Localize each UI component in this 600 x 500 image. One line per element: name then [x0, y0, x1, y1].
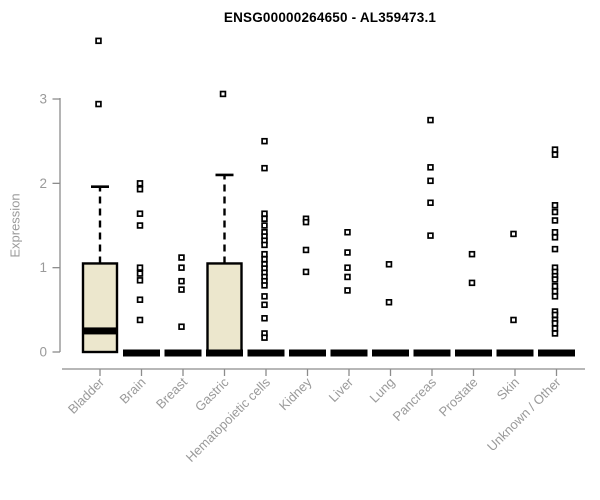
y-axis-tick-label: 1 [39, 260, 47, 275]
x-axis-label-prostate: Prostate [436, 375, 481, 420]
outlier-point-brain [136, 264, 144, 271]
outlier-point-gastric [219, 90, 227, 98]
outlier-point-unknown-other [551, 276, 559, 283]
outlier-point-unknown-other [551, 208, 559, 216]
outlier-point-hematopoietic-cells [261, 334, 268, 341]
outlier-point-hematopoietic-cells [261, 293, 268, 300]
outlier-point-skin [510, 230, 517, 238]
outlier-point-breast [178, 264, 185, 271]
outlier-point-unknown-other [551, 311, 559, 319]
outlier-point-lung [385, 261, 393, 268]
outlier-point-lung [385, 298, 393, 306]
outlier-point-breast [178, 277, 185, 285]
zero-bar-kidney [289, 349, 326, 357]
outlier-point-brain [136, 210, 144, 217]
zero-bar-breast [164, 349, 202, 357]
zero-bar-skin [496, 349, 534, 357]
outlier-point-unknown-other [551, 146, 559, 153]
outlier-point-prostate [468, 279, 476, 287]
outlier-point-breast [178, 286, 185, 293]
outlier-point-pancreas [427, 177, 434, 185]
outlier-point-skin [510, 316, 517, 324]
outlier-point-unknown-other [551, 202, 559, 209]
zero-bar-prostate [455, 349, 492, 357]
x-axis-label-brain: Brain [117, 375, 149, 407]
outlier-point-brain [136, 180, 144, 187]
x-axis-label-skin: Skin [494, 375, 522, 403]
outlier-point-bladder [95, 37, 102, 45]
x-axis-label-breast: Breast [153, 374, 190, 411]
outlier-point-bladder [95, 100, 102, 108]
outlier-point-unknown-other [551, 320, 559, 327]
y-axis-title: Expression [7, 193, 23, 258]
chart-title: ENSG00000264650 - AL359473.1 [223, 10, 437, 25]
outlier-point-hematopoietic-cells [261, 255, 268, 263]
outlier-point-hematopoietic-cells [261, 301, 268, 309]
outlier-point-prostate [468, 250, 476, 258]
outlier-point-hematopoietic-cells [261, 215, 268, 223]
outlier-point-kidney [302, 246, 310, 254]
box-bladder [81, 262, 119, 354]
outlier-point-pancreas [427, 199, 434, 206]
outlier-point-brain [136, 185, 144, 193]
outlier-point-hematopoietic-cells [261, 210, 268, 217]
median-line-gastric [206, 349, 243, 357]
outlier-point-hematopoietic-cells [261, 164, 268, 172]
outlier-point-brain [136, 296, 144, 303]
outlier-point-liver [344, 249, 351, 256]
zero-bar-pancreas [413, 349, 451, 357]
x-axis-label-kidney: Kidney [276, 374, 315, 413]
median-line-bladder [83, 327, 117, 335]
x-axis-label-liver: Liver [326, 374, 357, 405]
outlier-point-unknown-other [551, 217, 559, 224]
outlier-point-breast [178, 323, 185, 330]
zero-bar-brain [123, 349, 160, 357]
outlier-point-unknown-other [551, 293, 559, 300]
outlier-point-hematopoietic-cells [261, 315, 268, 322]
outlier-point-hematopoietic-cells [261, 241, 268, 249]
outlier-point-hematopoietic-cells [261, 282, 268, 289]
outlier-point-unknown-other [551, 282, 559, 290]
outlier-point-unknown-other [551, 325, 559, 332]
x-axis-label-pancreas: Pancreas [390, 374, 440, 424]
x-axis-label-lung: Lung [367, 375, 398, 406]
outlier-point-pancreas [427, 164, 434, 171]
x-axis-label-gastric: Gastric [192, 374, 232, 414]
outlier-point-unknown-other [551, 234, 559, 241]
outlier-point-kidney [302, 268, 310, 276]
outlier-point-pancreas [427, 232, 434, 239]
outlier-point-hematopoietic-cells [261, 222, 268, 229]
outlier-point-brain [136, 222, 144, 229]
x-axis-label-unknown-other: Unknown / Other [484, 374, 564, 454]
outlier-point-unknown-other [551, 330, 559, 337]
zero-bar-hematopoietic-cells [247, 349, 285, 357]
outlier-point-liver [344, 229, 351, 236]
y-axis-tick-label: 2 [39, 176, 47, 191]
outlier-point-pancreas [427, 116, 434, 124]
y-axis-tick-label: 0 [39, 345, 47, 360]
x-axis-label-bladder: Bladder [65, 374, 108, 417]
outlier-point-hematopoietic-cells [261, 250, 268, 258]
outlier-point-brain [136, 270, 144, 277]
y-axis-tick-label: 3 [39, 92, 47, 107]
outlier-point-liver [344, 287, 351, 294]
outlier-point-breast [178, 254, 185, 261]
outlier-point-liver [344, 264, 351, 271]
outlier-point-brain [136, 316, 144, 324]
outlier-point-unknown-other [551, 229, 559, 236]
outlier-point-kidney [302, 218, 310, 226]
outlier-point-unknown-other [551, 288, 559, 295]
outlier-point-hematopoietic-cells [261, 137, 268, 145]
zero-bar-liver [330, 349, 368, 357]
box-gastric [206, 262, 243, 354]
zero-bar-unknown-other [538, 349, 575, 357]
outlier-point-liver [344, 273, 351, 281]
zero-bar-lung [372, 349, 409, 357]
outlier-point-unknown-other [551, 151, 559, 158]
outlier-point-unknown-other [551, 245, 559, 253]
outlier-point-brain [136, 277, 144, 284]
